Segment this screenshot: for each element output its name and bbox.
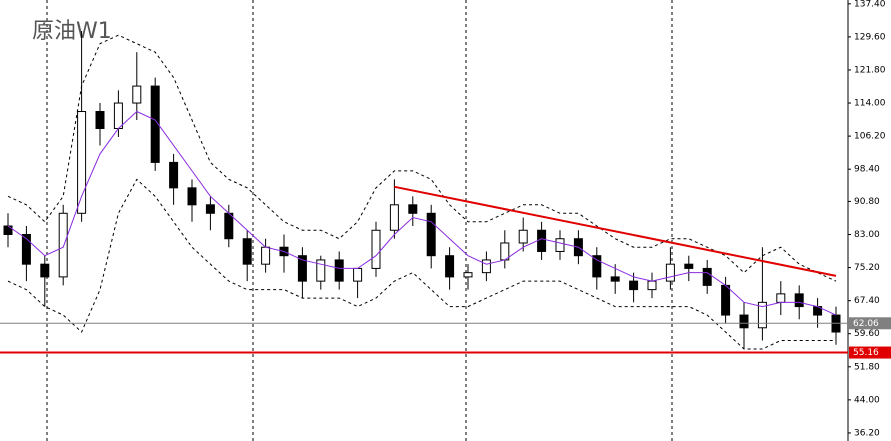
y-tick-label: 129.60 xyxy=(854,32,886,42)
y-tick-label: 90.80 xyxy=(854,197,880,207)
price-tag-label: 62.06 xyxy=(853,319,879,329)
candle-body xyxy=(500,242,510,261)
candle-body xyxy=(242,238,252,265)
candle-body xyxy=(757,301,767,329)
y-tick-label: 75.20 xyxy=(854,263,880,273)
candle-body xyxy=(610,276,620,282)
candle-body xyxy=(353,267,363,282)
candle-body xyxy=(776,293,786,303)
y-tick-label: 44.00 xyxy=(854,395,880,405)
candle-body xyxy=(555,238,565,252)
candle-body xyxy=(371,229,381,269)
y-tick-label: 106.20 xyxy=(854,132,886,142)
chart-title: 原油W1 xyxy=(32,19,112,44)
candle-body xyxy=(113,102,123,129)
candle-body xyxy=(261,246,271,265)
y-tick-label: 137.40 xyxy=(854,0,886,9)
y-tick-label: 83.00 xyxy=(854,230,880,240)
candle-body xyxy=(684,263,694,269)
trendline xyxy=(394,185,837,277)
candle-body xyxy=(169,161,179,189)
period-separators xyxy=(46,0,673,441)
candle-body xyxy=(408,204,418,214)
candle-body xyxy=(95,111,105,129)
candle-body xyxy=(537,229,547,252)
candle-body xyxy=(77,111,87,214)
candle-body xyxy=(58,212,68,278)
price-tag xyxy=(849,317,891,330)
candle-body xyxy=(187,187,197,206)
candle-body xyxy=(702,267,712,286)
candle-body xyxy=(665,263,675,282)
candle-body xyxy=(481,259,491,274)
candle-body xyxy=(132,85,142,104)
candle-body xyxy=(463,272,473,278)
candle-body xyxy=(592,255,602,278)
candle-body xyxy=(794,293,804,308)
candle-body xyxy=(3,225,13,235)
upper-band xyxy=(7,34,837,282)
candle-body xyxy=(316,259,326,282)
candle-body xyxy=(739,314,749,329)
candle-body xyxy=(629,280,639,291)
candle-body xyxy=(647,280,657,291)
y-tick-label: 121.80 xyxy=(854,65,886,75)
lower-band xyxy=(7,178,836,350)
candle-body xyxy=(518,229,528,244)
y-tick-label: 59.60 xyxy=(854,329,880,339)
y-tick-label: 36.20 xyxy=(854,428,880,438)
moving-average xyxy=(7,110,837,316)
price-tag-label: 55.16 xyxy=(853,348,879,358)
candle-body xyxy=(150,85,160,163)
y-tick-label: 51.80 xyxy=(854,362,880,372)
candle-body xyxy=(297,255,307,282)
y-tick-label: 98.40 xyxy=(854,165,880,175)
candle-body xyxy=(205,204,215,214)
price-tag xyxy=(849,346,891,359)
candle-body xyxy=(224,212,234,240)
candle-body xyxy=(721,284,731,316)
candle-body xyxy=(445,255,455,278)
candle-body xyxy=(389,204,399,231)
candle-body xyxy=(334,259,344,282)
y-tick-label: 114.00 xyxy=(854,99,886,109)
y-tick-label: 67.40 xyxy=(854,296,880,306)
candle-body xyxy=(40,263,50,278)
candle-body xyxy=(426,212,436,257)
candle-body xyxy=(21,233,31,265)
